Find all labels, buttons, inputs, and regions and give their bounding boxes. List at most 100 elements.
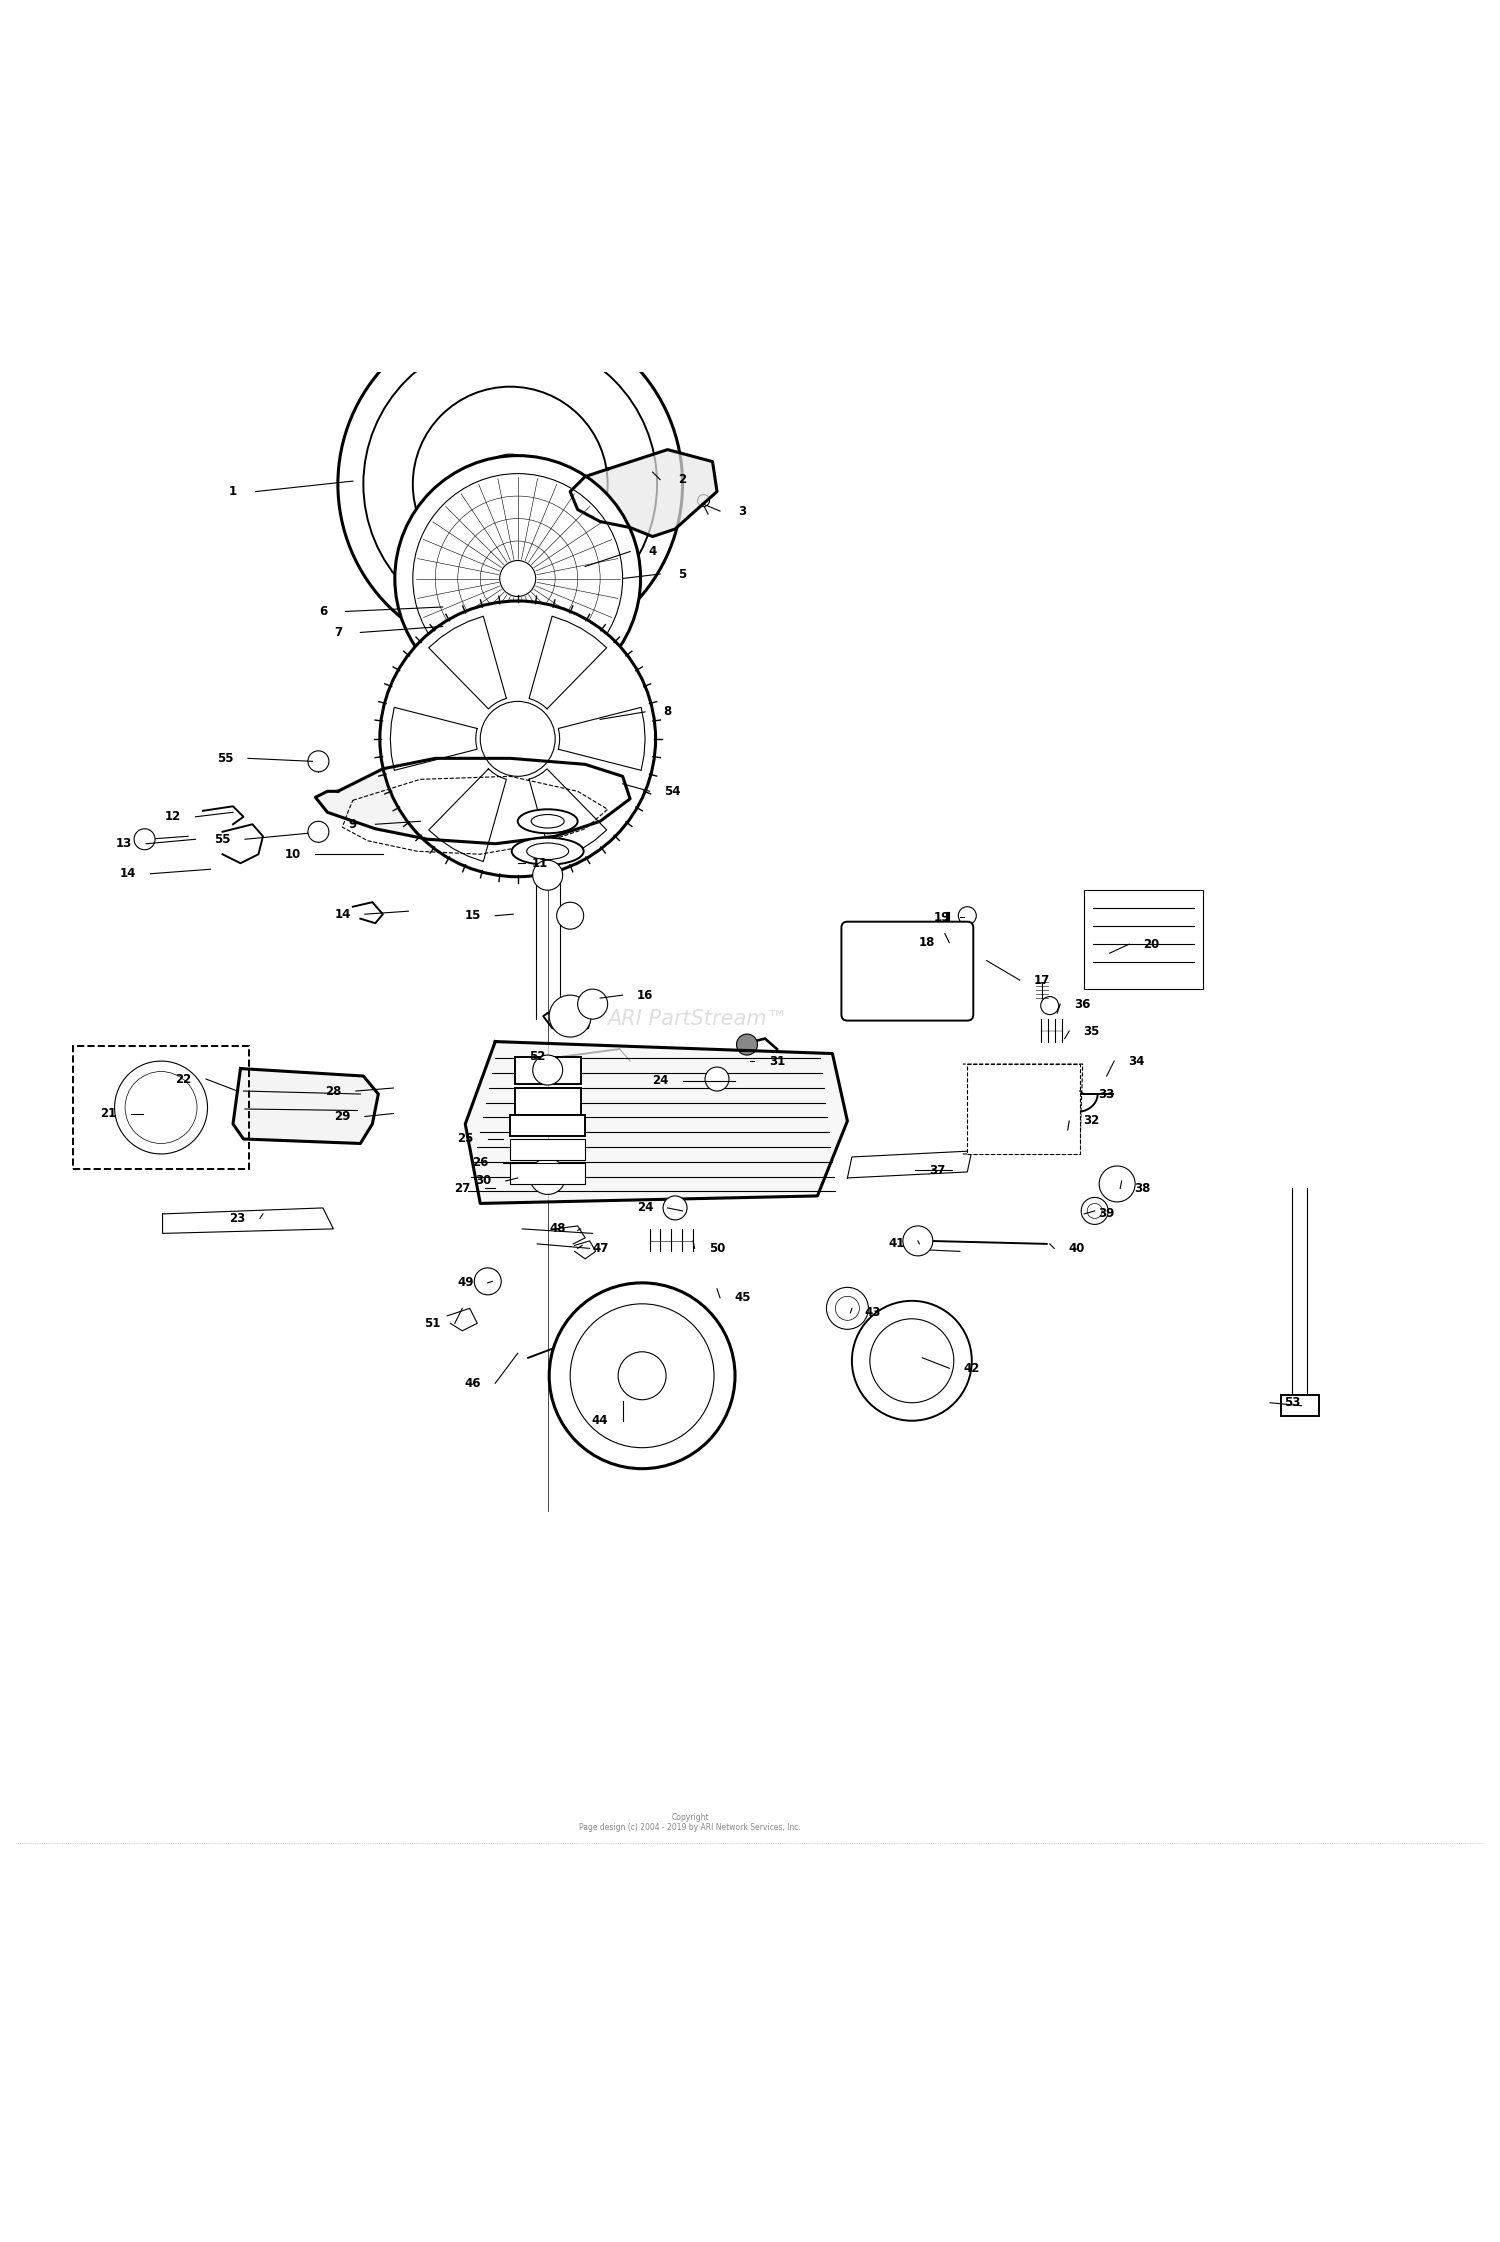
Circle shape [560,549,574,565]
Text: 34: 34 [1128,1054,1144,1067]
Text: 36: 36 [1074,998,1090,1011]
Bar [514,1087,580,1114]
Text: 3: 3 [738,504,747,518]
Bar [510,1164,585,1184]
Text: 2: 2 [678,473,687,487]
Text: 44: 44 [592,1415,609,1428]
Text: 35: 35 [1083,1025,1100,1038]
Circle shape [413,386,608,581]
Text: 25: 25 [458,1132,474,1146]
Text: 12: 12 [165,809,182,823]
Bar [510,1114,585,1137]
Circle shape [1082,1197,1108,1224]
Text: 40: 40 [1068,1242,1084,1256]
Circle shape [363,336,657,630]
Circle shape [573,1408,591,1426]
Circle shape [308,751,328,771]
Circle shape [1100,1166,1136,1202]
Text: ARI PartStream™: ARI PartStream™ [608,1009,788,1029]
Circle shape [134,830,154,850]
Text: 32: 32 [1083,1114,1100,1128]
Bar [510,1139,585,1159]
Circle shape [578,989,608,1020]
Circle shape [663,1195,687,1220]
Circle shape [870,1318,954,1403]
Circle shape [903,1226,933,1256]
Text: 33: 33 [1098,1087,1114,1101]
Circle shape [338,312,682,657]
Text: 21: 21 [100,1108,117,1121]
Text: 27: 27 [454,1182,471,1195]
Circle shape [668,446,680,460]
Text: 10: 10 [285,847,302,861]
Text: 16: 16 [638,989,654,1002]
Text: 30: 30 [476,1175,492,1188]
Polygon shape [465,1043,848,1204]
Circle shape [570,1305,714,1448]
Circle shape [1088,1204,1102,1217]
Text: 37: 37 [928,1164,945,1177]
Ellipse shape [512,839,584,865]
Bar [1281,1395,1320,1417]
Text: 55: 55 [217,751,234,765]
Ellipse shape [518,809,578,834]
Circle shape [958,906,976,924]
Circle shape [308,821,328,843]
Circle shape [474,1269,501,1296]
Text: 53: 53 [1284,1397,1300,1410]
Text: 4: 4 [648,545,657,558]
Circle shape [534,612,561,639]
Text: 43: 43 [864,1307,880,1318]
Text: 46: 46 [465,1377,482,1390]
Text: Copyright
Page design (c) 2004 - 2019 by ARI Network Services, Inc.: Copyright Page design (c) 2004 - 2019 by… [579,1812,801,1832]
Text: 28: 28 [326,1085,342,1099]
Circle shape [380,601,656,877]
Text: 6: 6 [320,605,327,619]
Text: 24: 24 [638,1202,654,1215]
Text: 50: 50 [710,1242,724,1256]
Text: 18: 18 [918,937,934,948]
FancyBboxPatch shape [842,921,974,1020]
Circle shape [549,1282,735,1469]
Text: 29: 29 [334,1110,351,1123]
Text: 20: 20 [1143,937,1160,951]
Polygon shape [315,758,630,843]
Text: 22: 22 [176,1072,192,1085]
Text: 41: 41 [888,1238,904,1251]
Circle shape [836,1296,860,1321]
Text: 26: 26 [472,1157,489,1170]
Text: 48: 48 [550,1222,567,1235]
Text: 11: 11 [532,856,549,870]
Text: 42: 42 [963,1361,980,1374]
Circle shape [736,1034,758,1056]
Text: 31: 31 [770,1054,784,1067]
Text: 54: 54 [664,785,681,798]
Ellipse shape [531,814,564,827]
Text: 7: 7 [334,626,342,639]
Circle shape [532,1056,562,1085]
Text: 17: 17 [1034,973,1050,986]
Circle shape [852,1300,972,1421]
Bar [72,1047,249,1168]
Circle shape [556,901,584,928]
Text: 47: 47 [592,1242,609,1256]
Ellipse shape [526,843,568,859]
Polygon shape [232,1069,378,1143]
Text: 24: 24 [652,1074,669,1087]
Circle shape [480,702,555,776]
Text: 8: 8 [663,706,672,717]
Bar [514,1056,580,1083]
Circle shape [1041,998,1059,1016]
Circle shape [705,1067,729,1092]
Text: 13: 13 [116,836,132,850]
Circle shape [618,1352,666,1399]
Text: 39: 39 [1098,1208,1114,1220]
Text: 52: 52 [530,1049,546,1063]
Text: 15: 15 [465,910,482,921]
Polygon shape [570,451,717,536]
Text: 45: 45 [735,1291,752,1305]
Text: 9: 9 [348,818,357,832]
Text: 19: 19 [933,910,950,924]
Circle shape [394,455,640,702]
Text: 5: 5 [678,567,687,581]
